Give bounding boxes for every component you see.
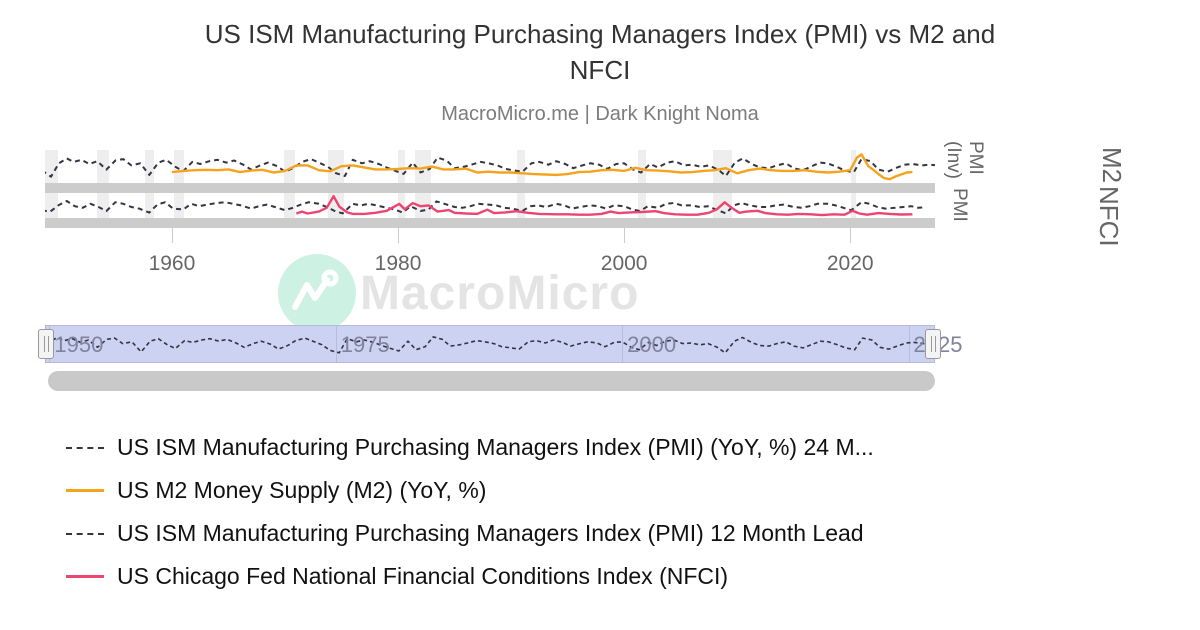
x-axis-label: 1960 [148,252,196,275]
legend-label: US ISM Manufacturing Purchasing Managers… [117,434,874,460]
panel1-left-axis-title: PMI (Inv) [943,141,986,179]
x-axis-label: 1980 [374,252,422,275]
solid-line-icon [66,489,104,492]
solid-line-icon [66,575,104,578]
navigator[interactable]: 1950197520002025 [45,325,962,363]
panel2-left-axis-title: PMI [949,188,970,222]
chart-subtitle: MacroMicro.me | Dark Knight Noma [441,103,759,125]
legend-label: US M2 Money Supply (M2) (YoY, %) [117,477,487,503]
navigator-band[interactable] [45,325,935,363]
horizontal-scrollbar[interactable] [48,371,935,391]
legend-item-0[interactable]: US ISM Manufacturing Purchasing Managers… [66,426,874,469]
series-nfci [295,195,913,217]
series-pmi-yoy-24m-lead [46,336,934,354]
navigator-left-handle[interactable] [38,329,54,359]
macromicro-logo-icon [278,254,356,332]
navigator-gridline [908,326,910,362]
navigator-gridline [335,326,337,362]
legend-label: US ISM Manufacturing Purchasing Managers… [117,520,864,546]
navigator-year-label: 2000 [627,332,677,357]
panel2-axis-bar [45,218,935,228]
dashed-line-icon [66,532,104,535]
chart-title: US ISM Manufacturing Purchasing Managers… [204,19,996,85]
series-pmi-12m-lead [45,200,924,215]
legend-label: US Chicago Fed National Financial Condit… [117,563,729,589]
navigator-gridline [622,326,624,362]
legend-item-2[interactable]: US ISM Manufacturing Purchasing Managers… [66,512,874,555]
navigator-year-label: 1950 [54,332,104,357]
x-axis-tick [398,228,400,243]
legend-item-1[interactable]: US M2 Money Supply (M2) (YoY, %) [66,469,874,512]
x-axis-tick [850,228,852,243]
x-axis-label: 2020 [826,252,874,275]
plot-area[interactable] [45,150,935,228]
x-axis-tick [624,228,626,243]
x-axis-tick [171,228,173,243]
series-m2-yoy [171,153,913,181]
x-axis-label: 2000 [600,252,648,275]
navigator-right-handle[interactable] [925,329,941,359]
navigator-year-label: 1975 [340,332,390,357]
main-chart-svg [45,153,935,217]
legend: US ISM Manufacturing Purchasing Managers… [66,426,874,598]
panel1-axis-bar [45,183,935,193]
watermark-text: MacroMicro [360,267,640,320]
panel1-right-axis-title: M2 [1097,147,1127,184]
series-pmi-yoy-24m-lead [45,156,935,178]
dashed-line-icon [66,446,104,449]
legend-item-3[interactable]: US Chicago Fed National Financial Condit… [66,555,874,598]
navigator-series-svg [46,336,934,354]
panel2-right-axis-title: NFCI [1094,186,1124,247]
